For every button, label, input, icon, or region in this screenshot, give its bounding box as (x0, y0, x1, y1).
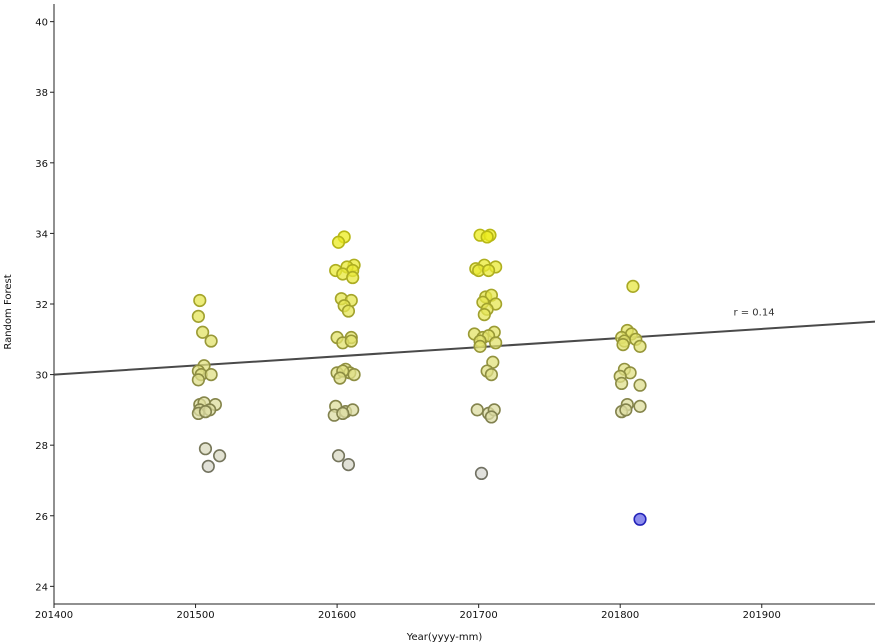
y-axis-title: Random Forest (3, 274, 14, 349)
data-point (633, 399, 647, 413)
y-tick-label: 26 (35, 512, 48, 523)
data-point (484, 367, 498, 382)
x-tick-label: 201400 (35, 610, 73, 621)
data-point (633, 339, 647, 353)
data-point (474, 466, 489, 481)
data-point (196, 325, 210, 339)
regression-label: r = 0.14 (733, 308, 774, 319)
y-tick-label: 32 (35, 300, 48, 311)
data-point (616, 337, 630, 352)
data-point (331, 235, 346, 249)
y-tick-label: 40 (35, 18, 48, 29)
data-point (633, 378, 647, 392)
data-point (615, 376, 629, 391)
data-point (333, 371, 347, 385)
data-point (198, 442, 213, 456)
data-point (191, 373, 205, 387)
data-point (619, 403, 633, 417)
x-tick-label: 201500 (176, 610, 214, 621)
data-point (204, 334, 218, 348)
x-axis: 201400 201500 201600 201700 201800 201900 (35, 603, 875, 621)
data-point (201, 459, 215, 473)
data-point (191, 309, 205, 323)
y-tick-label: 24 (35, 582, 48, 593)
data-point (346, 270, 360, 285)
y-tick-label: 30 (35, 371, 48, 382)
y-tick-label: 38 (35, 88, 48, 99)
data-points (191, 228, 647, 526)
outlier-point (633, 512, 647, 526)
data-point (341, 304, 356, 318)
data-point (473, 339, 487, 353)
y-tick-label: 28 (35, 441, 48, 452)
x-tick-label: 201600 (318, 610, 356, 621)
data-point (198, 405, 213, 419)
data-point (480, 230, 494, 244)
x-tick-label: 201700 (460, 610, 498, 621)
data-point (626, 279, 640, 293)
data-point (470, 403, 484, 417)
data-point (489, 336, 503, 350)
data-point (336, 406, 350, 421)
y-axis: 24 26 28 30 32 34 36 38 40 (35, 4, 55, 604)
data-point (477, 307, 491, 322)
y-tick-label: 34 (35, 229, 48, 240)
regression-line (53, 320, 875, 376)
data-point (484, 410, 498, 424)
data-point (481, 263, 496, 278)
data-point (331, 449, 346, 463)
data-point (213, 449, 227, 463)
x-axis-title: Year(yyyy-mm) (406, 632, 483, 643)
regression-line-group: r = 0.14 (53, 308, 875, 376)
x-tick-label: 201900 (743, 610, 781, 621)
data-point (347, 367, 361, 382)
data-point (204, 367, 218, 382)
y-tick-label: 36 (35, 159, 48, 170)
data-point (193, 293, 207, 308)
data-point (344, 334, 358, 348)
x-tick-label: 201800 (601, 610, 639, 621)
data-point (341, 457, 356, 472)
